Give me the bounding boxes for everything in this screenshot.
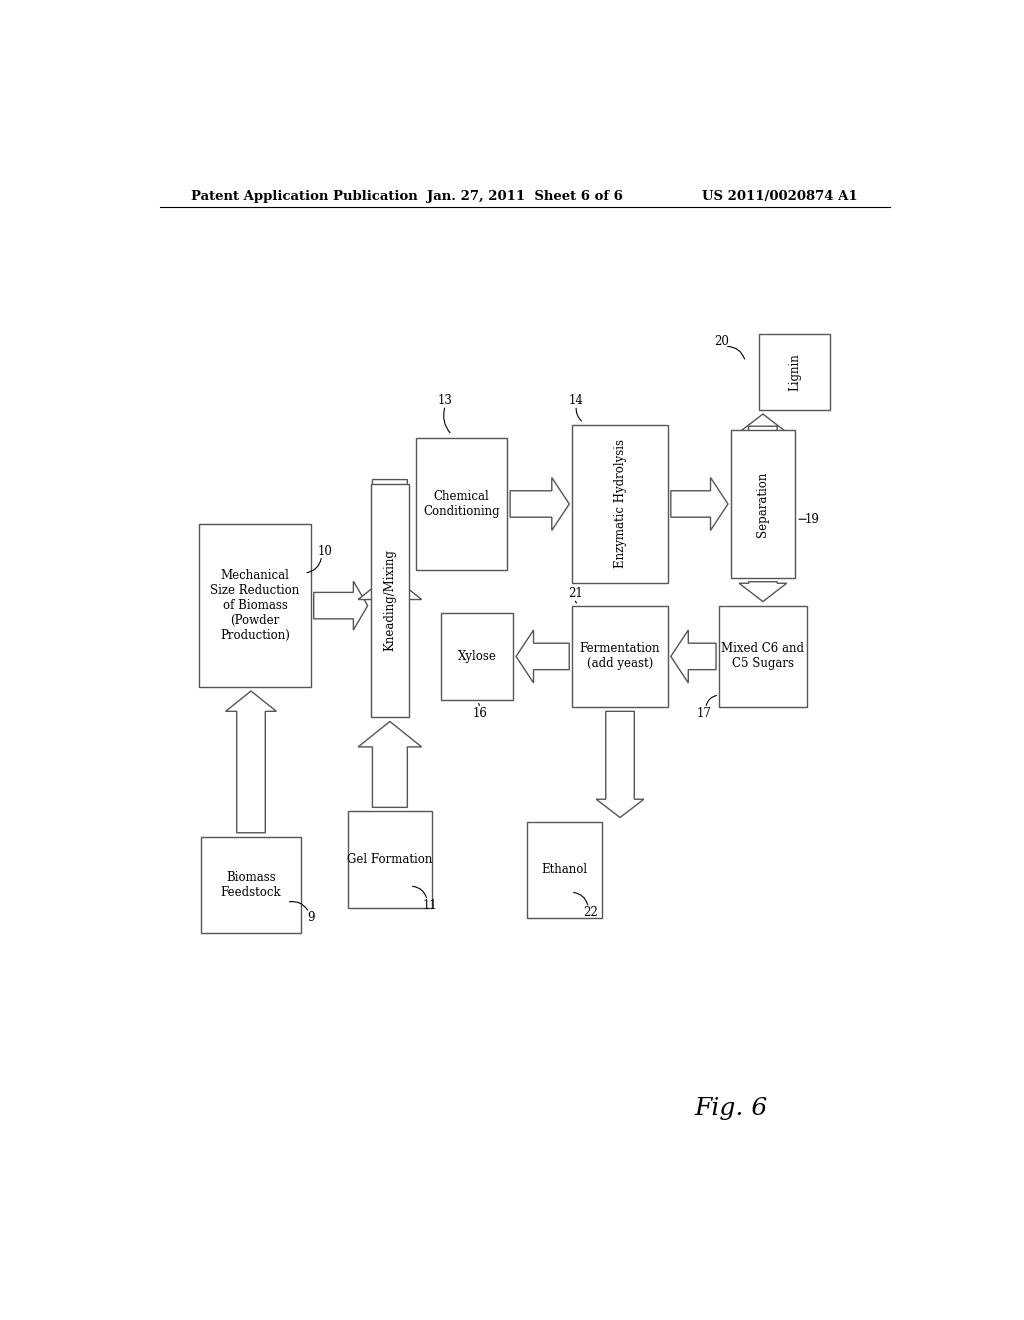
FancyBboxPatch shape <box>202 837 301 933</box>
Polygon shape <box>671 630 716 682</box>
Polygon shape <box>358 479 422 599</box>
FancyBboxPatch shape <box>572 606 668 708</box>
Text: 17: 17 <box>696 706 712 719</box>
FancyBboxPatch shape <box>526 821 602 919</box>
Text: Separation: Separation <box>757 471 769 537</box>
Text: 11: 11 <box>422 899 437 912</box>
Text: Fig. 6: Fig. 6 <box>694 1097 768 1121</box>
Text: 13: 13 <box>438 393 453 407</box>
FancyBboxPatch shape <box>200 524 310 686</box>
FancyBboxPatch shape <box>759 334 830 411</box>
FancyBboxPatch shape <box>348 812 431 908</box>
Polygon shape <box>516 630 569 682</box>
Text: Jan. 27, 2011  Sheet 6 of 6: Jan. 27, 2011 Sheet 6 of 6 <box>427 190 623 202</box>
Text: 19: 19 <box>805 512 819 525</box>
FancyBboxPatch shape <box>731 430 795 578</box>
Text: 20: 20 <box>714 335 729 348</box>
Text: 22: 22 <box>584 906 598 919</box>
Polygon shape <box>739 414 786 433</box>
Text: Enzymatic Hydrolysis: Enzymatic Hydrolysis <box>613 440 627 569</box>
Polygon shape <box>739 582 786 602</box>
FancyBboxPatch shape <box>719 606 807 708</box>
Polygon shape <box>671 478 728 531</box>
FancyBboxPatch shape <box>441 614 513 700</box>
FancyBboxPatch shape <box>371 483 409 718</box>
Text: 14: 14 <box>569 393 584 407</box>
Text: Fermentation
(add yeast): Fermentation (add yeast) <box>580 643 660 671</box>
Text: 16: 16 <box>473 706 487 719</box>
Text: Xylose: Xylose <box>458 649 497 663</box>
Polygon shape <box>358 722 422 808</box>
Text: Patent Application Publication: Patent Application Publication <box>191 190 418 202</box>
Text: US 2011/0020874 A1: US 2011/0020874 A1 <box>702 190 858 202</box>
Polygon shape <box>596 711 644 817</box>
Polygon shape <box>225 690 276 833</box>
Text: Chemical
Conditioning: Chemical Conditioning <box>423 490 500 517</box>
Text: Biomass
Feedstock: Biomass Feedstock <box>221 871 282 899</box>
Text: 21: 21 <box>568 587 583 599</box>
Text: 10: 10 <box>317 545 332 558</box>
Text: Kneading/Mixing: Kneading/Mixing <box>383 549 396 652</box>
FancyBboxPatch shape <box>416 438 507 570</box>
Text: 9: 9 <box>307 911 314 924</box>
Polygon shape <box>313 581 368 630</box>
Text: Gel Formation: Gel Formation <box>347 853 432 866</box>
Text: Mixed C6 and
C5 Sugars: Mixed C6 and C5 Sugars <box>721 643 805 671</box>
Text: Mechanical
Size Reduction
of Biomass
(Powder
Production): Mechanical Size Reduction of Biomass (Po… <box>210 569 300 642</box>
Polygon shape <box>510 478 569 531</box>
FancyBboxPatch shape <box>572 425 668 582</box>
Text: Ethanol: Ethanol <box>542 863 588 876</box>
Text: Lignin: Lignin <box>788 352 801 391</box>
